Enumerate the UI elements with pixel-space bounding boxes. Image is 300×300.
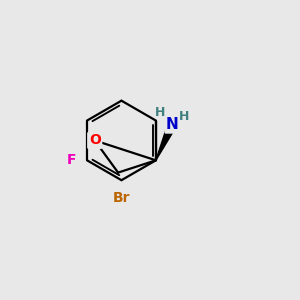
Text: N: N	[166, 118, 178, 133]
Text: Br: Br	[113, 191, 130, 206]
Text: F: F	[67, 153, 76, 167]
Polygon shape	[156, 123, 176, 160]
Text: H: H	[154, 106, 165, 119]
Text: O: O	[89, 134, 101, 147]
Text: H: H	[179, 110, 190, 123]
